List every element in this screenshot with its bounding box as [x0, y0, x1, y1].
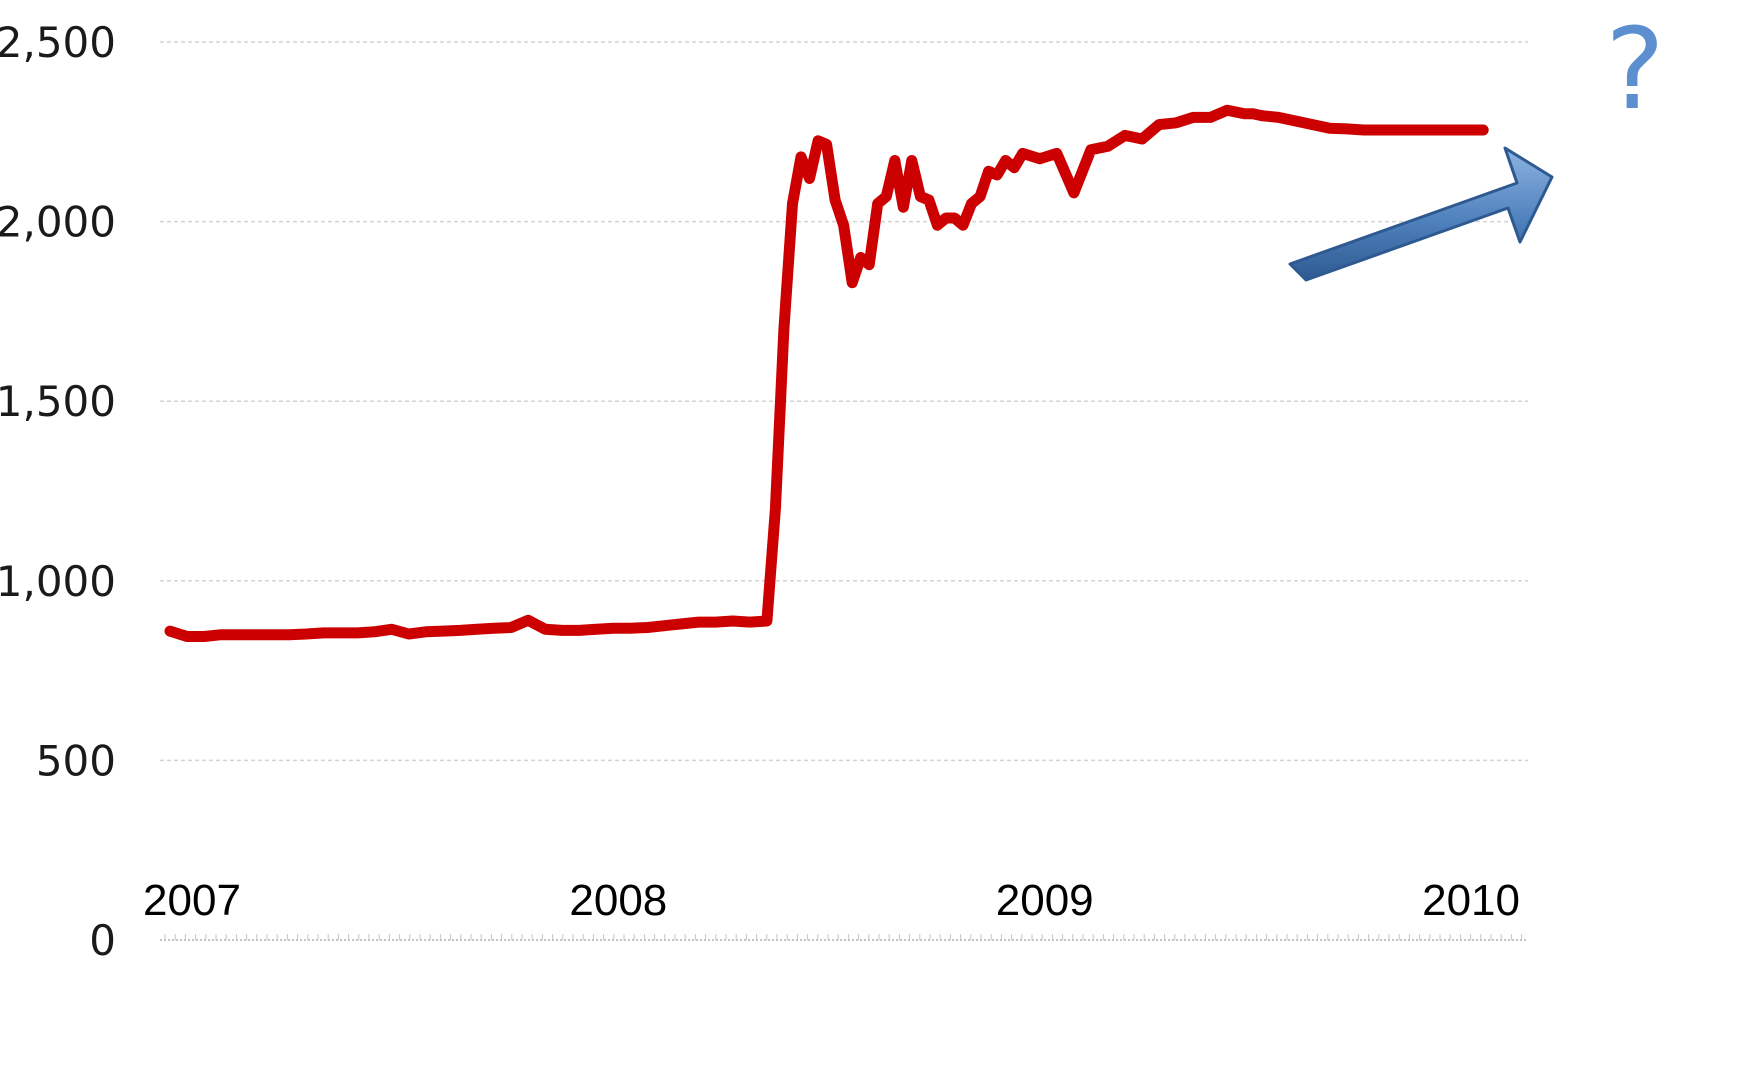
y-tick-label: 2,000: [0, 198, 116, 247]
y-tick-label: 2,500: [0, 18, 116, 67]
y-tick-label: 1,000: [0, 557, 116, 606]
question-mark-annotation: ?: [1605, 5, 1664, 135]
x-axis: [160, 934, 1528, 941]
x-tick-label: 2010: [1422, 876, 1520, 925]
up-right-arrow-icon: [1288, 146, 1554, 282]
x-axis-labels: 2007 2008 2009 2010: [143, 876, 1520, 925]
annotations: ?: [1288, 5, 1665, 282]
x-tick-label: 2008: [569, 876, 667, 925]
series-line: [164, 104, 1489, 642]
y-tick-label: 1,500: [0, 377, 116, 426]
y-tick-label: 500: [36, 736, 116, 785]
plot-area: [164, 104, 1489, 642]
gridlines: [160, 41, 1528, 762]
x-tick-label: 2009: [996, 876, 1094, 925]
y-tick-label: 0: [89, 916, 116, 965]
x-tick-label: 2007: [143, 876, 241, 925]
y-axis: 0 500 1,000 1,500 2,000 2,500: [0, 18, 116, 965]
